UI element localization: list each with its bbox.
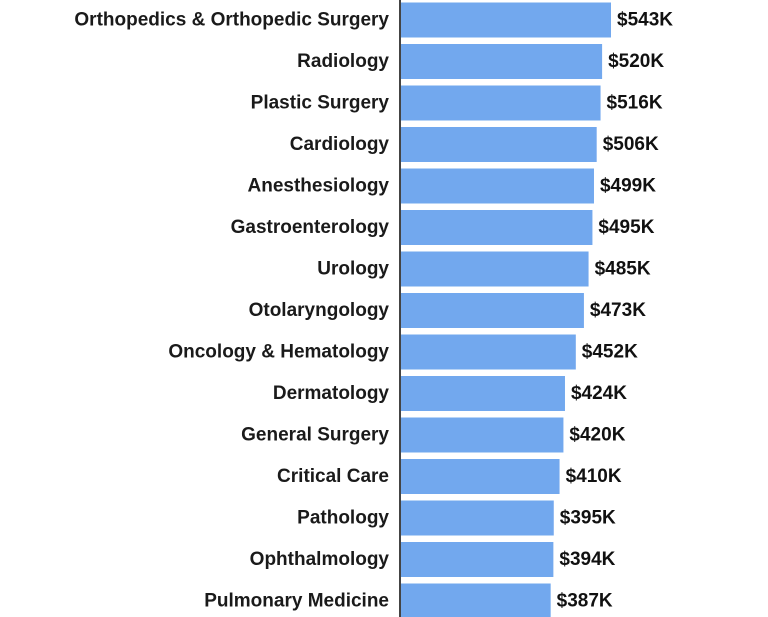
bar (401, 417, 564, 453)
category-label: Orthopedics & Orthopedic Surgery (74, 10, 389, 31)
bar (401, 44, 603, 79)
value-label: $394K (559, 549, 615, 570)
bar (401, 293, 584, 328)
category-label: Otolaryngology (249, 300, 390, 321)
bar (401, 583, 551, 617)
category-label: Critical Care (277, 466, 389, 487)
value-label: $452K (582, 342, 638, 363)
category-label: General Surgery (241, 425, 389, 446)
category-label: Anesthesiology (248, 176, 390, 197)
bar (401, 2, 611, 38)
bar (401, 459, 560, 494)
value-label: $387K (557, 591, 613, 612)
value-label: $424K (571, 383, 627, 404)
bar (401, 542, 554, 577)
value-label: $495K (598, 217, 654, 238)
value-label: $543K (617, 10, 673, 31)
bar (401, 334, 576, 370)
bar (401, 127, 597, 162)
category-label: Pathology (297, 508, 389, 529)
category-label: Ophthalmology (250, 549, 390, 570)
value-label: $520K (608, 51, 664, 72)
category-label: Radiology (297, 51, 389, 72)
category-label: Urology (317, 259, 389, 280)
bar (401, 210, 593, 245)
value-label: $499K (600, 176, 656, 197)
value-label: $516K (607, 93, 663, 114)
category-label: Oncology & Hematology (168, 342, 389, 363)
category-label: Plastic Surgery (251, 93, 390, 114)
value-label: $485K (595, 259, 651, 280)
bar (401, 500, 554, 536)
bar (401, 168, 594, 204)
category-label: Cardiology (290, 134, 390, 155)
value-label: $473K (590, 300, 646, 321)
value-label: $420K (569, 425, 625, 446)
bar (401, 85, 601, 121)
category-label: Gastroenterology (231, 217, 390, 238)
value-label: $395K (560, 508, 616, 529)
value-label: $410K (566, 466, 622, 487)
category-label: Dermatology (273, 383, 390, 404)
bar (401, 376, 565, 411)
category-label: Pulmonary Medicine (204, 591, 389, 612)
value-label: $506K (603, 134, 659, 155)
bar (401, 251, 589, 287)
